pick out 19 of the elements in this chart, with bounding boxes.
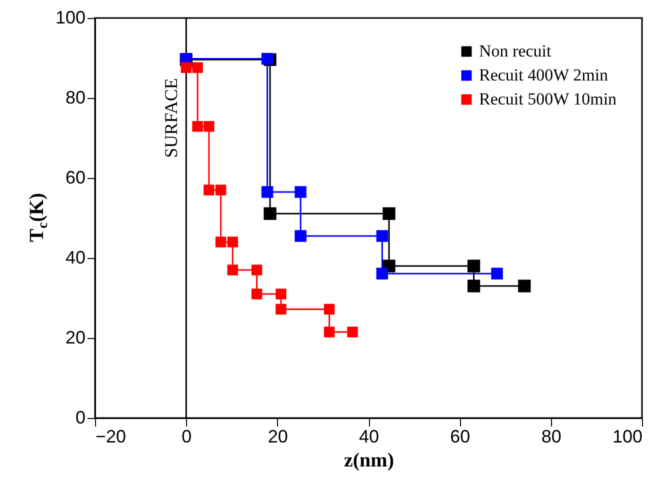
y-axis-title: Tc(K)	[26, 192, 51, 242]
y-tick-label: 20	[65, 328, 86, 348]
y-tick-label: 80	[65, 88, 86, 108]
x-tick-label: 40	[358, 426, 380, 446]
x-tick-label: 20	[268, 426, 288, 446]
y-tick-label: 100	[55, 8, 86, 28]
legend-label: Non recuit	[479, 42, 552, 60]
x-tick-label: −20	[96, 426, 126, 446]
x-tick-label: 80	[541, 426, 562, 446]
y-tick-label: 60	[65, 168, 86, 188]
x-tick-label: 100	[612, 426, 642, 446]
x-tick-label: 60	[450, 426, 470, 446]
y-tick-label: 0	[75, 408, 86, 428]
y-tick-label: 40	[65, 248, 86, 268]
legend-label: Recuit 500W 10min	[479, 90, 618, 108]
ref-line-label: SURFACE	[161, 78, 182, 158]
x-tick-label: 0	[182, 426, 192, 446]
legend-label: Recuit 400W 2min	[479, 66, 609, 84]
x-axis-title: z(nm)	[344, 450, 394, 472]
